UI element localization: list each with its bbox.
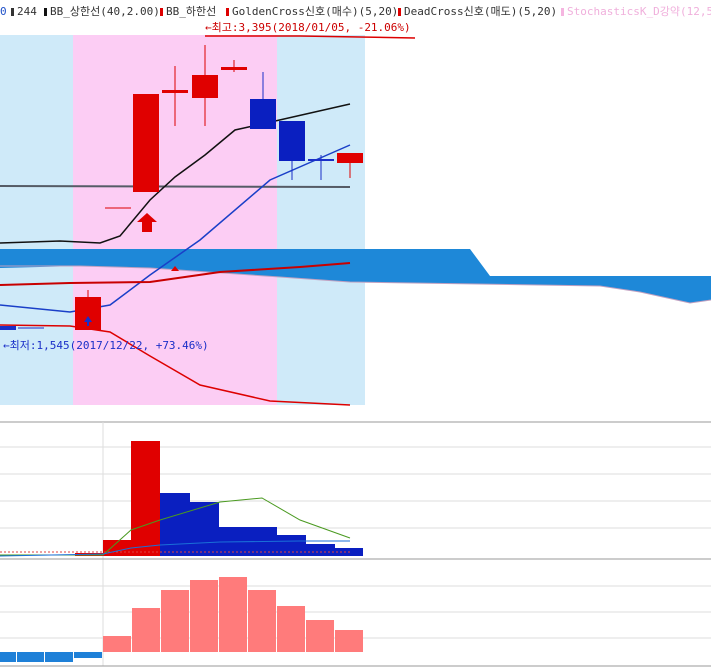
bar xyxy=(17,652,44,662)
bb-lower xyxy=(0,324,351,406)
bar xyxy=(190,580,218,652)
period-shade xyxy=(0,35,73,405)
signal xyxy=(171,266,179,271)
legend-item: BB_하한선 xyxy=(166,4,216,18)
candles xyxy=(0,45,363,330)
bar xyxy=(277,535,306,556)
legend-marker xyxy=(160,8,163,16)
bar xyxy=(335,630,363,652)
legend-item: BB_상한선(40,2.00) xyxy=(50,5,160,18)
candle xyxy=(221,67,247,70)
signal xyxy=(84,316,92,326)
bar xyxy=(132,608,160,652)
bar xyxy=(306,544,335,556)
ma-line xyxy=(0,103,351,244)
buy-signal xyxy=(137,213,157,232)
cloud-edge xyxy=(0,265,711,304)
legend-marker xyxy=(398,8,401,16)
bar xyxy=(306,620,334,652)
legend-item: 0 xyxy=(0,5,7,18)
legend-marker xyxy=(226,8,229,16)
bar xyxy=(160,493,190,556)
volume-bars xyxy=(75,441,363,556)
legend-item: 244 xyxy=(17,5,37,18)
bar xyxy=(45,652,73,662)
ma-line xyxy=(0,144,351,313)
legend-item: DeadCross신호(매도)(5,20) xyxy=(404,5,557,18)
volume-line xyxy=(0,540,350,557)
bar xyxy=(161,590,189,652)
bb-upper xyxy=(0,262,351,286)
oscillator-bars xyxy=(0,577,363,662)
high-line xyxy=(205,35,416,39)
candle xyxy=(279,121,305,161)
candle xyxy=(192,75,218,98)
bar xyxy=(190,502,219,556)
grid xyxy=(0,422,711,666)
candle xyxy=(250,99,276,129)
legend: 0 244 BB_상한선(40,2.00) BB_하한선 GoldenCross… xyxy=(0,4,711,18)
legend-marker xyxy=(44,8,47,16)
low-annotation: ←최저:1,545(2017/12/22, +73.46%) xyxy=(3,339,209,352)
bar xyxy=(0,652,16,662)
legend-item: GoldenCross신호(매수)(5,20) xyxy=(232,5,398,18)
candle xyxy=(337,153,363,163)
ma-line xyxy=(0,185,351,188)
cloud xyxy=(0,249,711,303)
bar xyxy=(103,636,131,652)
bar xyxy=(131,441,160,556)
volume-line xyxy=(0,497,351,556)
candle xyxy=(162,90,188,93)
legend-marker xyxy=(561,8,564,16)
legend-item: StochasticsK_D강약(12,5, xyxy=(567,4,711,18)
bar xyxy=(219,577,247,652)
candle xyxy=(133,94,159,192)
bar xyxy=(248,590,276,652)
high-annotation: ←최고:3,395(2018/01/05, -21.06%) xyxy=(205,21,411,34)
candle xyxy=(0,326,16,330)
bar xyxy=(74,652,102,658)
bar xyxy=(277,606,305,652)
legend-marker xyxy=(11,8,14,16)
period-shade xyxy=(277,35,365,405)
